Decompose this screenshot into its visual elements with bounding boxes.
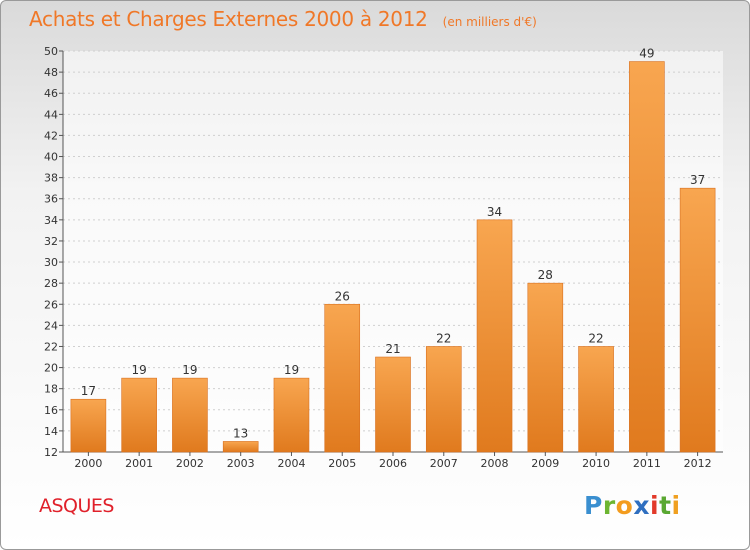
bar	[273, 377, 310, 453]
y-tick-label: 40	[44, 151, 58, 164]
y-tick-label: 46	[44, 87, 58, 100]
chart-title: Achats et Charges Externes 2000 à 2012 (…	[29, 7, 537, 31]
bar-value-label: 34	[487, 205, 502, 219]
bar	[527, 282, 564, 453]
logo-letter: i	[671, 491, 681, 520]
bar	[476, 219, 513, 453]
y-tick-label: 42	[44, 129, 58, 142]
y-tick-label: 12	[44, 446, 58, 459]
logo-letter: i	[650, 491, 660, 520]
bar-value-label: 37	[690, 173, 705, 187]
bar	[578, 346, 614, 453]
x-tick-label: 2010	[582, 457, 610, 470]
x-tick-label: 2008	[481, 457, 509, 470]
y-tick-label: 20	[44, 362, 58, 375]
x-tick-label: 2006	[379, 457, 407, 470]
x-tick-label: 2000	[74, 457, 102, 470]
bar	[425, 346, 462, 453]
bar-value-label: 13	[233, 426, 248, 440]
x-tick-label: 2001	[125, 457, 153, 470]
bar-value-label: 19	[182, 363, 197, 377]
bar	[324, 303, 361, 453]
bar-value-label: 17	[81, 384, 96, 398]
y-tick-label: 36	[44, 193, 58, 206]
y-tick-label: 22	[44, 340, 58, 353]
bar	[121, 377, 157, 453]
bar	[629, 61, 665, 453]
y-tick-label: 32	[44, 235, 58, 248]
bar-value-label: 26	[335, 289, 350, 303]
y-tick-label: 24	[44, 319, 58, 332]
y-tick-label: 30	[44, 256, 58, 269]
bar-value-label: 22	[436, 331, 451, 345]
chart-unit-note: (en milliers d'€)	[442, 15, 537, 29]
x-tick-label: 2011	[633, 457, 661, 470]
logo-letter: P	[584, 491, 603, 520]
bar	[172, 377, 208, 453]
y-tick-label: 34	[44, 214, 58, 227]
x-tick-label: 2004	[277, 457, 305, 470]
proxiti-logo: Proxiti	[584, 491, 681, 520]
commune-name: ASQUES	[39, 495, 115, 517]
bar-value-label: 21	[385, 342, 400, 356]
bar	[679, 187, 716, 453]
x-tick-label: 2005	[328, 457, 356, 470]
bar-value-label: 19	[132, 363, 147, 377]
y-tick-label: 16	[44, 404, 58, 417]
bar	[70, 398, 107, 453]
x-tick-label: 2009	[531, 457, 559, 470]
chart-title-text: Achats et Charges Externes 2000 à 2012	[29, 7, 428, 31]
y-tick-label: 38	[44, 172, 58, 185]
bar-value-label: 19	[284, 363, 299, 377]
bar-value-label: 28	[538, 268, 553, 282]
bar	[375, 356, 411, 453]
y-tick-label: 48	[44, 66, 58, 79]
x-tick-label: 2012	[684, 457, 712, 470]
y-tick-label: 28	[44, 277, 58, 290]
bar	[222, 441, 259, 453]
y-tick-label: 44	[44, 108, 58, 121]
logo-letter: o	[615, 491, 634, 520]
x-tick-label: 2002	[176, 457, 204, 470]
logo-letter: r	[602, 491, 616, 520]
x-tick-label: 2007	[430, 457, 458, 470]
bar-value-label: 49	[639, 47, 654, 61]
logo-letter: x	[633, 491, 650, 520]
y-tick-label: 26	[44, 298, 58, 311]
x-tick-label: 2003	[227, 457, 255, 470]
y-tick-label: 50	[44, 45, 58, 58]
bar-value-label: 22	[588, 331, 603, 345]
y-tick-label: 14	[44, 425, 58, 438]
y-tick-label: 18	[44, 383, 58, 396]
logo-letter: t	[659, 491, 672, 520]
